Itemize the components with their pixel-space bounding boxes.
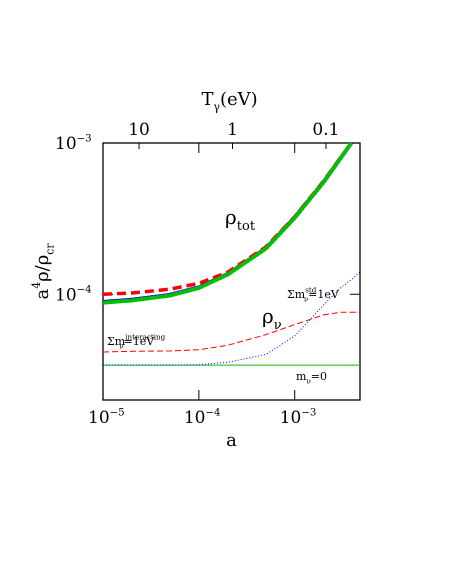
annotation: Σminteracting ν=1eV	[107, 333, 166, 351]
annotation-part: m	[296, 370, 307, 383]
x-tick-label-part: −4	[205, 407, 220, 418]
x-tick-label-part: 10	[280, 408, 302, 428]
annotation-part: ρ	[225, 205, 237, 229]
x-tick-label: 10−5	[88, 407, 125, 428]
x-tick-label-part: 10	[88, 408, 110, 428]
series-line	[103, 143, 354, 305]
annotation-part: =1eV	[124, 335, 156, 348]
y-axis-label-part: cr	[43, 243, 56, 255]
annotation-part: Σm	[287, 288, 306, 301]
annotation-part: interacting	[125, 333, 165, 342]
annotation: Σmstd ν=1eV	[287, 286, 340, 304]
y-tick-label-part: −3	[77, 133, 92, 144]
y-tick-label: 10−3	[55, 133, 92, 154]
series-line	[103, 271, 360, 366]
x2-tick-label: 1	[227, 120, 238, 140]
series-line	[103, 143, 353, 297]
x-axis-label: a	[226, 430, 237, 451]
y-axis-label-part: 4	[30, 282, 43, 289]
x-tick-label-part: −5	[110, 407, 125, 418]
x2-axis-label: Tγ(eV)	[202, 89, 258, 113]
x2-axis-label-part: T	[202, 89, 214, 110]
annotation-part: ν	[119, 341, 123, 350]
x-tick-label-part: −3	[301, 407, 316, 418]
y-tick-label-part: 10	[55, 134, 77, 154]
y-tick-label: 10−4	[55, 285, 92, 306]
annotation: ρtot	[225, 205, 256, 234]
y-axis-label: a4ρ/ρcr	[30, 243, 57, 300]
annotation: mν=0	[296, 370, 327, 385]
annotation: ρν	[262, 304, 282, 333]
y-tick-label-part: 10	[55, 285, 77, 305]
y-axis-label-part: a	[32, 289, 53, 300]
annotation-part: Σm	[107, 335, 126, 348]
annotation-part: =1eV	[308, 288, 340, 301]
series-line	[103, 311, 360, 353]
y-axis-label-part: ρ/ρ	[32, 255, 53, 282]
y-tick-label-part: −4	[77, 285, 92, 296]
annotation-part: std	[305, 286, 317, 295]
annotation-part: ν	[306, 376, 310, 385]
x2-tick-label: 10	[128, 120, 150, 140]
annotation-part: tot	[237, 219, 256, 234]
annotation-part: ν	[274, 318, 282, 333]
annotation-part: =0	[311, 370, 327, 383]
x2-tick-label: 0.1	[312, 120, 339, 140]
annotation-part: ρ	[262, 304, 274, 328]
x2-axis-label-part: γ	[214, 100, 220, 113]
annotation-part: ν	[304, 294, 308, 303]
x2-axis-label-part: (eV)	[220, 89, 258, 110]
x-tick-label: 10−4	[184, 407, 221, 428]
x-tick-label: 10−3	[280, 407, 317, 428]
x-tick-label-part: 10	[184, 408, 206, 428]
plot-frame	[102, 142, 361, 401]
